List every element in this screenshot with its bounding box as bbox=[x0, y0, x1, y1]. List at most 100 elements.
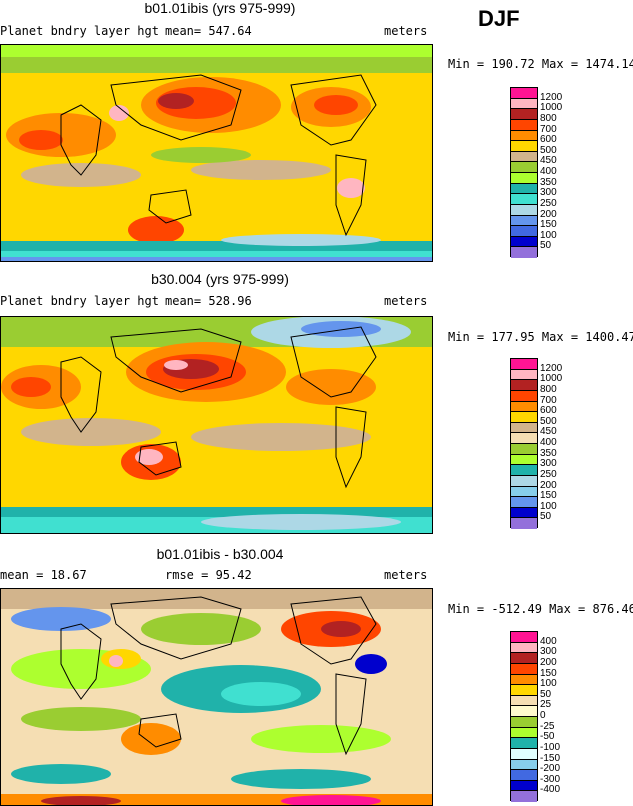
panel-3-map bbox=[0, 588, 433, 806]
colorbar-swatch bbox=[511, 791, 537, 802]
panel-3-title: b01.01ibis - b30.004 bbox=[156, 546, 284, 562]
colorbar-swatch bbox=[511, 738, 537, 749]
colorbar-swatch bbox=[511, 390, 537, 402]
colorbar-swatch bbox=[511, 465, 537, 476]
colorbar-level-label: -200 bbox=[540, 763, 561, 775]
panel-2-minmax: Min = 177.95 Max = 1400.47 bbox=[448, 330, 633, 344]
colorbar-swatch bbox=[511, 130, 537, 142]
colorbar-swatch bbox=[511, 727, 537, 739]
colorbar-level-label: -300 bbox=[540, 773, 561, 785]
colorbar-swatch bbox=[511, 518, 537, 529]
colorbar-swatch bbox=[511, 183, 537, 195]
colorbar-level-label: 350 bbox=[540, 176, 557, 188]
colorbar-swatch bbox=[511, 706, 537, 717]
colorbar-level-label: 200 bbox=[540, 656, 557, 668]
colorbar-level-label: 300 bbox=[540, 646, 557, 658]
colorbar-swatch bbox=[511, 141, 537, 152]
panel-2-title: b30.004 (yrs 975-999) bbox=[151, 271, 289, 287]
colorbar-level-label: 50 bbox=[540, 240, 552, 252]
panel-2-mean-label: mean= 528.96 bbox=[165, 294, 252, 308]
colorbar-level-label: 100 bbox=[540, 229, 557, 241]
colorbar-level-label: 150 bbox=[540, 490, 557, 502]
panel-3-units-label: meters bbox=[384, 568, 428, 582]
colorbar-level-label: 450 bbox=[540, 155, 557, 167]
panel-2-colorbar bbox=[510, 358, 538, 529]
colorbar-level-label: 500 bbox=[540, 144, 557, 156]
colorbar-swatch bbox=[511, 486, 537, 498]
colorbar-swatch bbox=[511, 194, 537, 205]
colorbar-swatch bbox=[511, 674, 537, 686]
colorbar-swatch bbox=[511, 422, 537, 434]
colorbar-level-label: -50 bbox=[540, 731, 555, 743]
panel-1-title: b01.01ibis (yrs 975-999) bbox=[144, 0, 296, 16]
colorbar-swatch bbox=[511, 401, 537, 413]
colorbar-level-label: 800 bbox=[540, 383, 557, 395]
colorbar-swatch bbox=[511, 204, 537, 216]
colorbar-level-label: 0 bbox=[540, 710, 546, 721]
colorbar-level-label: 800 bbox=[540, 112, 557, 124]
panel-2-map bbox=[0, 316, 433, 534]
colorbar-swatch bbox=[511, 653, 537, 664]
colorbar-swatch bbox=[511, 380, 537, 391]
colorbar-level-label: 100 bbox=[540, 678, 557, 690]
colorbar-swatch bbox=[511, 98, 537, 110]
colorbar-swatch bbox=[511, 717, 537, 728]
colorbar-swatch bbox=[511, 444, 537, 455]
colorbar-level-label: 150 bbox=[540, 219, 557, 231]
colorbar-swatch bbox=[511, 109, 537, 120]
colorbar-level-label: 350 bbox=[540, 447, 557, 459]
colorbar-level-label: 700 bbox=[540, 394, 557, 406]
colorbar-swatch bbox=[511, 151, 537, 163]
colorbar-swatch bbox=[511, 759, 537, 771]
colorbar-level-label: 300 bbox=[540, 458, 557, 470]
colorbar-swatch bbox=[511, 748, 537, 760]
panel-3-mean-label: mean = 18.67 bbox=[0, 568, 87, 582]
colorbar-level-label: 500 bbox=[540, 415, 557, 427]
colorbar-level-label: 200 bbox=[540, 208, 557, 220]
panel-3-rmse-label: rmse = 95.42 bbox=[165, 568, 252, 582]
colorbar-level-label: -100 bbox=[540, 741, 561, 753]
colorbar-swatch bbox=[511, 497, 537, 508]
panel-3-colorbar bbox=[510, 631, 538, 802]
colorbar-swatch bbox=[511, 632, 537, 643]
colorbar-level-label: 200 bbox=[540, 479, 557, 491]
colorbar-level-label: 600 bbox=[540, 405, 557, 417]
colorbar-swatch bbox=[511, 359, 537, 370]
colorbar-swatch bbox=[511, 454, 537, 466]
colorbar-level-label: 150 bbox=[540, 667, 557, 679]
colorbar-swatch bbox=[511, 247, 537, 258]
colorbar-level-label: 300 bbox=[540, 187, 557, 199]
panel-1-units-label: meters bbox=[384, 24, 428, 38]
colorbar-level-label: 400 bbox=[540, 437, 557, 448]
colorbar-level-label: 250 bbox=[540, 468, 557, 480]
colorbar-swatch bbox=[511, 433, 537, 444]
colorbar-level-label: 450 bbox=[540, 426, 557, 438]
colorbar-level-label: 1200 bbox=[540, 362, 563, 374]
colorbar-level-label: 50 bbox=[540, 511, 552, 523]
colorbar-level-label: 1000 bbox=[540, 102, 563, 114]
panel-1-colorbar bbox=[510, 87, 538, 258]
colorbar-level-label: 1200 bbox=[540, 91, 563, 103]
colorbar-level-label: 50 bbox=[540, 688, 552, 700]
colorbar-swatch bbox=[511, 226, 537, 237]
panel-3-minmax: Min = -512.49 Max = 876.46 bbox=[448, 602, 633, 616]
colorbar-level-label: 250 bbox=[540, 197, 557, 209]
colorbar-level-label: -150 bbox=[540, 752, 561, 764]
colorbar-swatch bbox=[511, 507, 537, 519]
panel-2-map-svg bbox=[1, 317, 432, 533]
panel-1-map bbox=[0, 44, 433, 262]
colorbar-swatch bbox=[511, 88, 537, 99]
panel-1-map-svg bbox=[1, 45, 432, 261]
colorbar-swatch bbox=[511, 695, 537, 707]
panel-3-map-svg bbox=[1, 589, 432, 805]
colorbar-level-label: 600 bbox=[540, 134, 557, 146]
panel-1-mean-label: mean= 547.64 bbox=[165, 24, 252, 38]
colorbar-swatch bbox=[511, 119, 537, 131]
colorbar-swatch bbox=[511, 369, 537, 381]
colorbar-swatch bbox=[511, 412, 537, 423]
panel-1-variable-label: Planet bndry layer hgt bbox=[0, 24, 159, 38]
panel-2-variable-label: Planet bndry layer hgt bbox=[0, 294, 159, 308]
colorbar-swatch bbox=[511, 215, 537, 227]
colorbar-swatch bbox=[511, 780, 537, 792]
colorbar-swatch bbox=[511, 236, 537, 248]
